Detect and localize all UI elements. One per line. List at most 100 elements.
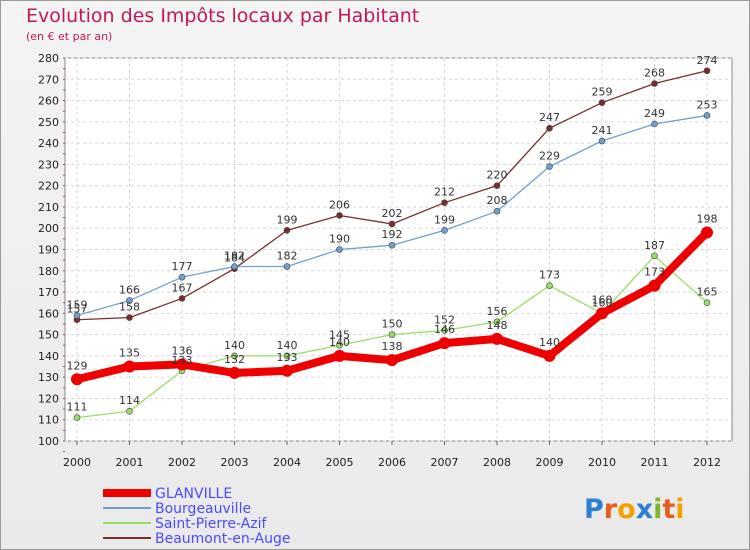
point-saint-pierre-azif xyxy=(388,331,396,338)
logo-text: Proxiti xyxy=(584,494,685,525)
data-label-beaumont-en-auge: 247 xyxy=(539,111,560,124)
data-label-beaumont-en-auge: 167 xyxy=(172,281,193,294)
point-saint-pierre-azif xyxy=(441,327,448,334)
data-label-beaumont-en-auge: 220 xyxy=(487,169,508,182)
point-glanville xyxy=(71,373,83,386)
point-glanville xyxy=(281,364,293,377)
point-bourgeauville xyxy=(388,241,396,249)
data-label-glanville: 140 xyxy=(539,336,560,349)
point-bourgeauville xyxy=(178,273,186,281)
point-bourgeauville xyxy=(651,120,658,128)
data-label-bourgeauville: 192 xyxy=(382,228,403,241)
data-label-glanville: 138 xyxy=(382,340,403,353)
y-tick-label: 230 xyxy=(38,158,59,171)
data-label-bourgeauville: 190 xyxy=(329,233,350,246)
x-tick-label: 2001 xyxy=(116,456,144,469)
data-label-glanville: 136 xyxy=(172,344,193,357)
data-label-beaumont-en-auge: 184 xyxy=(224,252,245,265)
data-label-glanville: 135 xyxy=(119,347,140,360)
logo-letter: o xyxy=(617,494,636,525)
point-beaumont-en-auge xyxy=(441,199,448,206)
data-label-glanville: 173 xyxy=(644,266,665,279)
point-bourgeauville xyxy=(441,227,448,234)
point-saint-pierre-azif xyxy=(493,318,501,326)
logo-letter: i xyxy=(675,494,684,525)
data-label-glanville: 148 xyxy=(487,319,508,332)
y-tick-label: 140 xyxy=(38,350,59,363)
logo-letter: P xyxy=(584,494,604,525)
data-label-saint-pierre-azif: 111 xyxy=(67,401,88,414)
y-tick-label: 120 xyxy=(38,392,59,405)
x-tick-label: 2002 xyxy=(168,456,196,469)
legend-label-beaumont-en-auge: Beaumont-en-Auge xyxy=(155,531,290,547)
point-glanville xyxy=(543,349,556,362)
data-label-beaumont-en-auge: 259 xyxy=(592,86,613,99)
data-label-saint-pierre-azif: 140 xyxy=(277,339,298,352)
data-label-saint-pierre-azif: 160 xyxy=(592,296,613,309)
y-tick-label: 130 xyxy=(38,371,59,384)
plot-area xyxy=(64,57,733,442)
point-glanville xyxy=(228,366,241,379)
data-label-glanville: 140 xyxy=(329,336,350,349)
y-tick-label: 270 xyxy=(38,73,59,86)
point-beaumont-en-auge xyxy=(703,67,711,75)
y-tick-label: 240 xyxy=(38,137,59,150)
data-label-saint-pierre-azif: 156 xyxy=(487,305,508,318)
data-label-saint-pierre-azif: 133 xyxy=(172,354,193,367)
data-label-beaumont-en-auge: 206 xyxy=(329,198,350,211)
y-tick-label: 190 xyxy=(38,244,59,257)
data-label-glanville: 160 xyxy=(592,293,613,306)
data-label-glanville: 198 xyxy=(697,212,718,225)
point-bourgeauville xyxy=(283,263,291,270)
y-tick-label: 250 xyxy=(38,116,59,129)
point-beaumont-en-auge xyxy=(651,80,658,87)
point-glanville xyxy=(701,226,713,239)
data-label-bourgeauville: 253 xyxy=(697,98,718,111)
point-bourgeauville xyxy=(73,312,81,319)
y-tick-label: 200 xyxy=(38,222,59,235)
point-saint-pierre-azif xyxy=(126,407,133,415)
data-label-saint-pierre-azif: 152 xyxy=(434,313,455,326)
point-beaumont-en-auge xyxy=(598,99,606,106)
chart-subtitle: (en € et par an) xyxy=(26,30,113,43)
data-label-bourgeauville: 229 xyxy=(539,150,560,163)
data-label-bourgeauville: 199 xyxy=(434,213,455,226)
logo-letter: i xyxy=(653,494,662,525)
legend: GLANVILLEBourgeauvilleSaint-Pierre-AzifB… xyxy=(103,486,290,547)
data-label-bourgeauville: 182 xyxy=(224,250,245,263)
point-glanville xyxy=(596,307,608,320)
point-bourgeauville xyxy=(546,163,553,170)
point-glanville xyxy=(438,337,451,350)
x-tick-label: 2003 xyxy=(221,456,249,469)
x-tick-label: 2012 xyxy=(693,456,721,469)
y-tick-label: 150 xyxy=(38,329,59,342)
point-glanville xyxy=(123,360,136,373)
y-tick-label: 280 xyxy=(38,52,59,65)
point-glanville xyxy=(176,358,188,371)
data-label-glanville: 146 xyxy=(434,323,455,336)
data-label-bourgeauville: 177 xyxy=(172,260,193,273)
data-labels: 157 158 167 184 199 206 202 212 220 247 259 268 274 1… xyxy=(67,54,718,414)
x-tick-label: 2000 xyxy=(63,456,91,469)
legend-label-glanville: GLANVILLE xyxy=(155,486,232,502)
y-tick-label: 180 xyxy=(38,265,59,278)
point-beaumont-en-auge xyxy=(388,220,396,228)
data-label-saint-pierre-azif: 140 xyxy=(224,339,245,352)
data-label-glanville: 133 xyxy=(277,351,298,364)
proxiti-logo: Proxiti xyxy=(584,494,685,525)
point-glanville xyxy=(648,279,661,292)
data-label-saint-pierre-azif: 165 xyxy=(697,286,718,299)
data-label-saint-pierre-azif: 173 xyxy=(539,269,560,282)
point-saint-pierre-azif xyxy=(283,352,291,360)
point-glanville xyxy=(333,349,346,362)
point-bourgeauville xyxy=(703,112,711,119)
data-label-beaumont-en-auge: 158 xyxy=(119,301,140,314)
data-label-bourgeauville: 249 xyxy=(644,107,665,120)
point-saint-pierre-azif xyxy=(336,341,343,349)
point-saint-pierre-azif xyxy=(231,352,238,360)
data-label-saint-pierre-azif: 187 xyxy=(644,239,665,252)
data-label-beaumont-en-auge: 199 xyxy=(277,213,298,226)
x-tick-label: 2011 xyxy=(641,456,669,469)
